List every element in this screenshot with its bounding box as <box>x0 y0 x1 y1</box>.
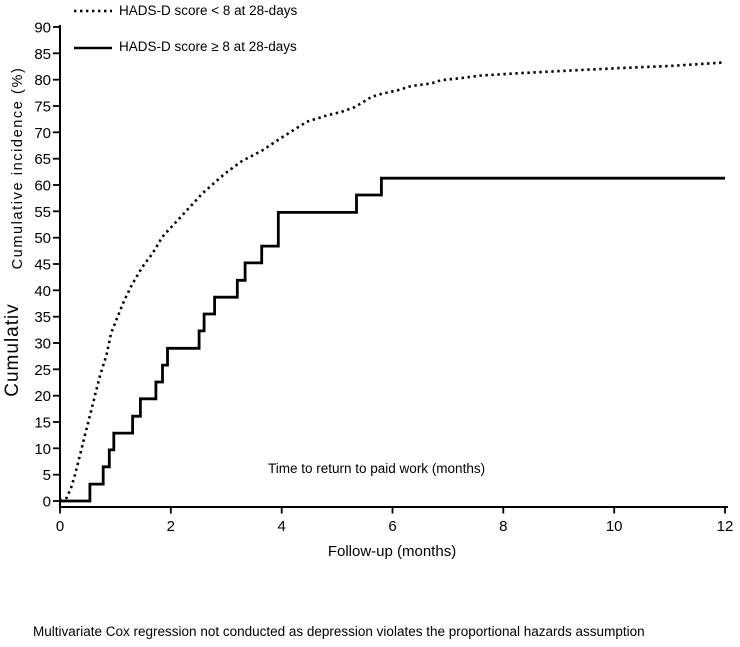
legend-label-solid: HADS-D score ≥ 8 at 28-days <box>119 39 297 54</box>
y-tick-label: 15 <box>34 415 51 432</box>
solid-line-sample-icon <box>74 46 112 49</box>
x-axis-label: Follow-up (months) <box>327 543 457 560</box>
plot-area: 0 5 10 15 20 25 30 35 40 45 50 55 60 65 70 75 80 85 90 0 2 4 6… <box>34 20 734 536</box>
x-tick-label: 4 <box>278 518 286 535</box>
y-tick-label: 60 <box>34 178 51 195</box>
y-tick-label: 55 <box>34 204 51 221</box>
footnote-text: Multivariate Cox regression not conducte… <box>33 624 645 639</box>
y-tick-label: 0 <box>43 494 51 511</box>
plot-annotation: Time to return to paid work (months) <box>268 461 486 476</box>
y-tick-label: 40 <box>34 283 51 300</box>
x-axis-ticks: 0 2 4 6 8 10 12 <box>56 507 734 535</box>
y-tick-label: 65 <box>34 151 51 168</box>
dotted-line-sample-icon <box>74 9 112 12</box>
axes <box>59 25 728 508</box>
x-tick-label: 8 <box>499 518 507 535</box>
y-tick-label: 30 <box>34 336 51 353</box>
x-tick-label: 6 <box>388 518 396 535</box>
x-tick-label: 0 <box>56 518 64 535</box>
legend-label-dotted: HADS-D score < 8 at 28-days <box>119 3 298 18</box>
y-axis-ticks: 0 5 10 15 20 25 30 35 40 45 50 55 60 65 70 75 80 85 90 <box>34 20 60 511</box>
y-tick-label: 5 <box>43 467 51 484</box>
y-tick-label: 35 <box>34 309 51 326</box>
y-tick-label: 80 <box>34 72 51 89</box>
y-tick-label: 90 <box>34 20 51 37</box>
y-tick-label: 20 <box>34 388 51 405</box>
series-line-solid <box>60 176 725 503</box>
x-tick-label: 10 <box>606 518 623 535</box>
legend-item-dotted: HADS-D score < 8 at 28-days <box>73 3 297 18</box>
y-tick-label: 45 <box>34 257 51 274</box>
series-line-dotted <box>59 60 726 503</box>
y-tick-label: 50 <box>34 230 51 247</box>
x-tick-label: 2 <box>167 518 175 535</box>
y-tick-label: 85 <box>34 46 51 63</box>
y-tick-label: 25 <box>34 362 51 379</box>
y-tick-label: 10 <box>34 441 51 458</box>
y-tick-label: 75 <box>34 99 51 116</box>
legend-item-solid: HADS-D score ≥ 8 at 28-days <box>73 39 297 54</box>
x-tick-label: 12 <box>717 518 734 535</box>
y-tick-label: 70 <box>34 125 51 142</box>
